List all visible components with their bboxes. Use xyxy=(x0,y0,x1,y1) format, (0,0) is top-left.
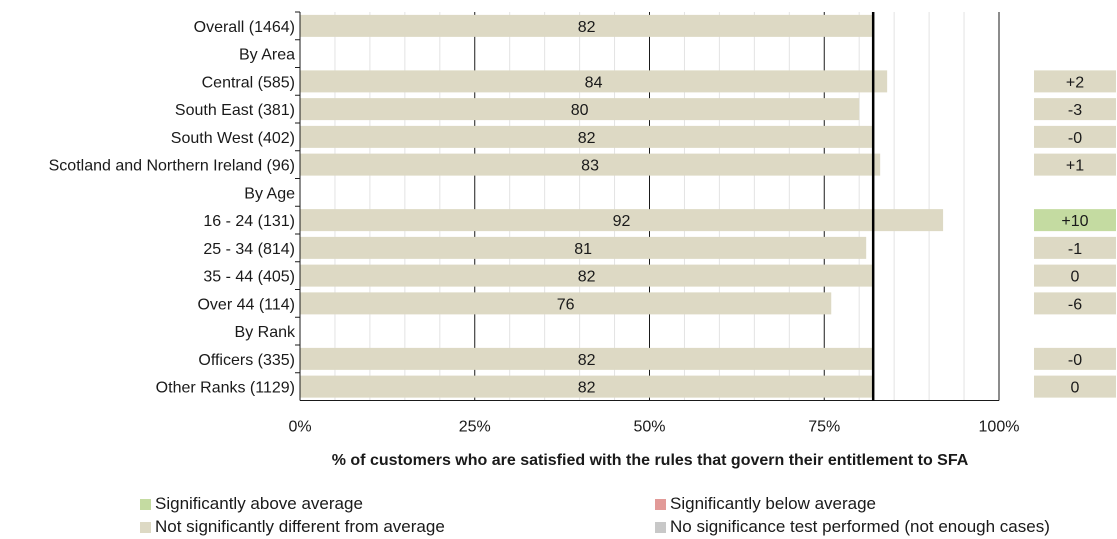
bar xyxy=(300,209,944,232)
difference-label: 0 xyxy=(1071,269,1080,286)
bar xyxy=(300,347,874,370)
bar-value-label: 92 xyxy=(613,213,631,230)
x-axis-title: % of customers who are satisfied with th… xyxy=(331,452,969,469)
difference-box xyxy=(1034,236,1116,259)
bar xyxy=(300,292,832,315)
legend-swatch-not-significant xyxy=(140,521,151,533)
x-tick-label: 25% xyxy=(459,419,491,436)
y-tick-label: 35 - 44 (405) xyxy=(203,269,295,286)
difference-box xyxy=(1034,209,1116,232)
y-tick-label: 25 - 34 (814) xyxy=(203,241,295,258)
chart: 82 Overall (1464) By Area 84 Central (585) +2… xyxy=(49,11,1116,436)
difference-box xyxy=(1034,292,1116,315)
x-tick-label: 100% xyxy=(979,419,1020,436)
y-tick-label: Overall (1464) xyxy=(194,19,295,36)
difference-box xyxy=(1034,153,1116,176)
bar xyxy=(300,153,881,176)
difference-label: -0 xyxy=(1068,352,1082,369)
bar xyxy=(300,375,874,398)
bar-value-label: 82 xyxy=(578,352,596,369)
bar-value-label: 82 xyxy=(578,380,596,397)
difference-box xyxy=(1034,347,1116,370)
bar xyxy=(300,70,888,93)
y-tick-label: By Age xyxy=(244,185,295,202)
x-tick-label: 50% xyxy=(633,419,665,436)
difference-box xyxy=(1034,125,1116,148)
y-tick-label: Other Ranks (1129) xyxy=(156,380,295,397)
difference-label: +1 xyxy=(1066,158,1084,175)
legend-label-no-test: No significance test performed (not enou… xyxy=(670,517,1050,536)
difference-label: +2 xyxy=(1066,74,1084,91)
y-tick-label: South West (402) xyxy=(171,130,295,147)
bar-value-label: 80 xyxy=(571,102,589,119)
legend-item-above: Significantly above average xyxy=(140,494,363,514)
difference-label: -0 xyxy=(1068,130,1082,147)
legend-item-below: Significantly below average xyxy=(655,494,876,514)
difference-label: -6 xyxy=(1068,296,1082,313)
legend-swatch-below xyxy=(655,498,666,510)
bar-value-label: 82 xyxy=(578,130,596,147)
bar xyxy=(300,236,867,259)
y-tick-label: 16 - 24 (131) xyxy=(203,213,295,230)
bar-value-label: 84 xyxy=(585,74,603,91)
legend-item-not-significant: Not significantly different from average xyxy=(140,517,445,537)
bar-value-label: 82 xyxy=(578,269,596,286)
legend-swatch-no-test xyxy=(655,521,666,533)
y-tick-label: By Area xyxy=(239,47,295,64)
legend-swatch-above xyxy=(140,498,151,510)
legend-item-no-test: No significance test performed (not enou… xyxy=(655,517,1050,537)
bar-value-label: 83 xyxy=(581,158,599,175)
bar xyxy=(300,125,874,148)
legend-label-not-significant: Not significantly different from average xyxy=(155,517,445,536)
bar-value-label: 76 xyxy=(557,296,575,313)
difference-box xyxy=(1034,98,1116,121)
y-tick-label: Officers (335) xyxy=(198,352,295,369)
difference-label: +10 xyxy=(1061,213,1088,230)
bar-value-label: 81 xyxy=(574,241,592,258)
bar-value-label: 82 xyxy=(578,19,596,36)
difference-box xyxy=(1034,70,1116,93)
difference-label: -3 xyxy=(1068,102,1082,119)
y-tick-label: Scotland and Northern Ireland (96) xyxy=(49,158,295,175)
difference-box xyxy=(1034,375,1116,398)
bar xyxy=(300,14,874,37)
legend-label-below: Significantly below average xyxy=(670,494,877,513)
y-tick-label: Central (585) xyxy=(202,74,295,91)
y-tick-label: By Rank xyxy=(235,324,296,341)
x-tick-label: 75% xyxy=(808,419,840,436)
difference-label: 0 xyxy=(1071,380,1080,397)
bar xyxy=(300,264,874,287)
y-tick-label: Over 44 (114) xyxy=(197,296,295,313)
difference-box xyxy=(1034,264,1116,287)
x-tick-label: 0% xyxy=(288,419,311,436)
legend-label-above: Significantly above average xyxy=(155,494,363,513)
bar xyxy=(300,98,860,121)
difference-label: -1 xyxy=(1068,241,1082,258)
y-tick-label: South East (381) xyxy=(175,102,295,119)
